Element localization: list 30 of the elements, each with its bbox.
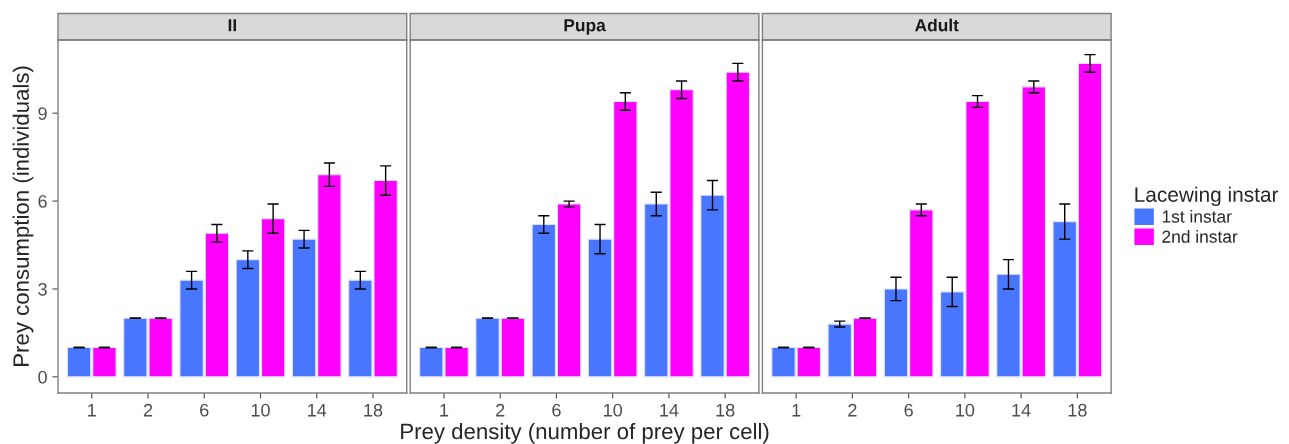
y-tick-label: 9 (38, 107, 47, 120)
y-tick-label: 3 (38, 282, 47, 296)
x-tick-label: 10 (251, 403, 270, 417)
x-tick-label: 1 (440, 404, 449, 417)
x-axis-title: Prey density (number of prey per cell) (401, 422, 769, 444)
x-tick-label: 6 (904, 403, 913, 417)
chart-title: Pupa (564, 19, 606, 35)
chart-title: II (228, 19, 237, 32)
x-tick-label: 2 (848, 403, 857, 417)
x-tick-label: 2 (496, 403, 505, 417)
y-tick-label: 6 (38, 195, 47, 208)
x-tick-label: 14 (308, 404, 327, 417)
x-tick-label: 10 (956, 403, 975, 417)
chart-title: Adult (915, 18, 959, 32)
legend-label: 2nd instar (1162, 230, 1238, 243)
x-tick-label: 10 (604, 403, 623, 417)
legend-label: 1st instar (1162, 209, 1232, 223)
x-tick-label: 18 (364, 403, 383, 417)
x-tick-label: 14 (1012, 404, 1031, 417)
y-axis-title: Prey consumption (individuals) (12, 66, 34, 366)
x-tick-label: 18 (716, 403, 735, 417)
x-tick-label: 1 (88, 404, 96, 417)
legend-title: Lacewing instar (1135, 186, 1279, 207)
x-tick-label: 2 (143, 403, 153, 417)
y-tick-label: 0 (38, 370, 47, 384)
x-tick-label: 18 (1068, 403, 1087, 417)
x-tick-label: 6 (200, 403, 209, 417)
x-tick-label: 6 (552, 403, 561, 417)
x-tick-label: 14 (660, 404, 679, 417)
x-tick-label: 1 (792, 404, 801, 417)
